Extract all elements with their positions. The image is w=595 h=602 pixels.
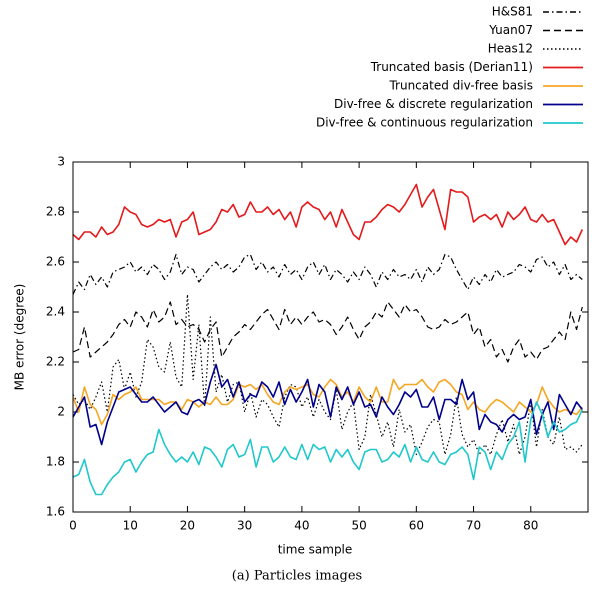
x-tick-label: 10 — [123, 519, 138, 533]
x-tick-label: 60 — [409, 519, 424, 533]
legend-label: Truncated div-free basis — [388, 79, 533, 93]
legend-label: Yuan07 — [488, 23, 533, 37]
series-line — [73, 401, 584, 496]
legend: H&S81 Yuan07 Heas12 Truncated basis (Derian… — [316, 5, 583, 130]
y-axis-label: MB error (degree) — [13, 284, 27, 391]
y-tick-label: 2.4 — [46, 305, 65, 319]
legend-label: Truncated basis (Derian11) — [370, 60, 533, 74]
legend-label: H&S81 — [492, 5, 533, 19]
legend-label: Div-free & discrete regularization — [334, 97, 533, 111]
axes: 1.61.822.22.42.62.830 10 20 30 40 50 60 70 80 — [46, 155, 588, 533]
caption: (a) Particles images — [232, 569, 362, 584]
plot-area — [73, 183, 584, 496]
x-tick-label: 50 — [351, 519, 366, 533]
legend-label: Heas12 — [488, 42, 533, 56]
x-tick-label: 40 — [294, 519, 309, 533]
x-tick-label: 0 — [69, 519, 77, 533]
y-tick-label: 3 — [57, 155, 65, 169]
series-line — [73, 378, 583, 426]
series-line — [73, 293, 583, 456]
y-tick-label: 2.8 — [46, 205, 65, 219]
y-tick-label: 2.6 — [46, 255, 65, 269]
legend-label: Div-free & continuous regularization — [316, 116, 533, 130]
y-tick-label: 1.6 — [46, 505, 65, 519]
series-line — [73, 363, 583, 446]
x-tick-label: 70 — [466, 519, 481, 533]
y-tick-label: 2 — [57, 405, 65, 419]
plot-frame — [72, 161, 589, 513]
x-tick-label: 80 — [523, 519, 538, 533]
x-tick-label: 20 — [180, 519, 195, 533]
series-line — [73, 301, 583, 363]
y-tick-label: 2.2 — [46, 355, 65, 369]
series-line — [73, 253, 583, 295]
x-tick-label: 30 — [237, 519, 252, 533]
series-line — [73, 183, 584, 246]
y-tick-label: 1.8 — [46, 455, 65, 469]
x-axis-label: time sample — [278, 543, 353, 557]
